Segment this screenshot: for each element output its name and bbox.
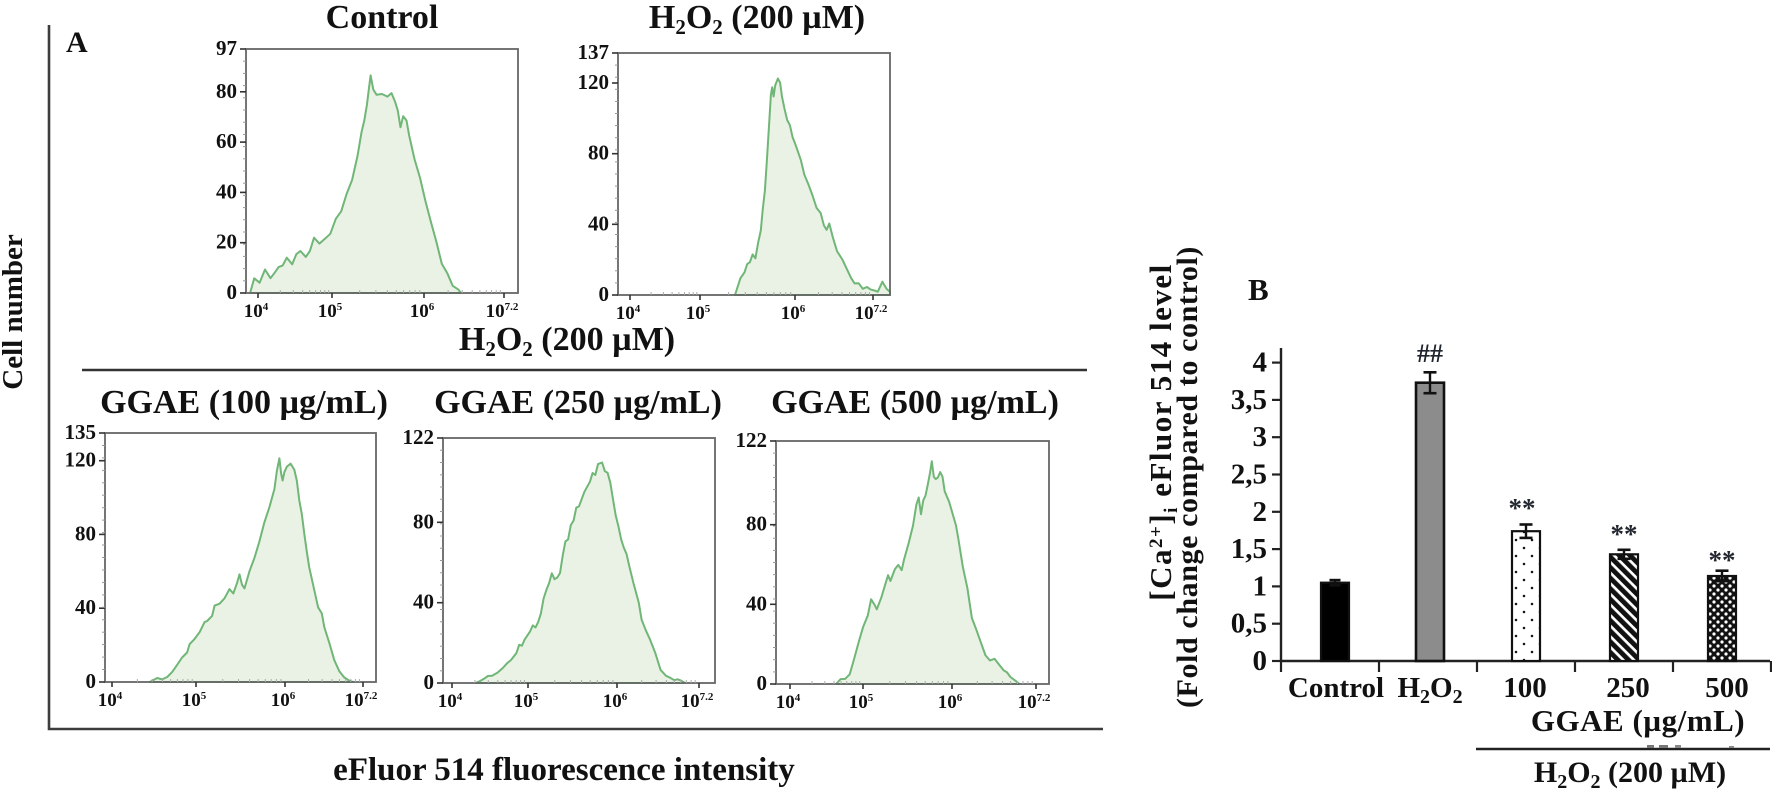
svg-text:104: 104 — [616, 303, 641, 324]
svg-text:H2O2 (200 µM): H2O2 (200 µM) — [459, 321, 675, 361]
svg-text:105: 105 — [686, 303, 711, 324]
svg-text:0: 0 — [757, 671, 768, 695]
svg-text:122: 122 — [736, 428, 768, 452]
svg-text:GGAE (500 µg/mL): GGAE (500 µg/mL) — [771, 384, 1059, 421]
svg-text:40: 40 — [413, 590, 434, 614]
svg-text:104: 104 — [776, 692, 801, 713]
svg-text:106: 106 — [271, 690, 296, 711]
svg-text:106: 106 — [603, 691, 628, 712]
svg-text:135: 135 — [65, 420, 97, 444]
svg-text:120: 120 — [65, 448, 97, 472]
svg-text:1: 1 — [1253, 570, 1268, 602]
svg-text:100: 100 — [1503, 672, 1547, 704]
svg-text:0: 0 — [599, 282, 610, 306]
svg-text:106: 106 — [410, 301, 435, 322]
svg-text:A: A — [66, 26, 88, 59]
svg-text:80: 80 — [216, 79, 237, 103]
svg-text:105: 105 — [182, 690, 207, 711]
svg-text:60: 60 — [216, 129, 237, 153]
svg-text:80: 80 — [746, 512, 767, 536]
svg-text:40: 40 — [75, 595, 96, 619]
svg-text:H2O2: H2O2 — [1397, 672, 1462, 708]
svg-text:80: 80 — [588, 141, 609, 165]
svg-text:##: ## — [1417, 339, 1443, 368]
svg-text:2,5: 2,5 — [1231, 459, 1267, 491]
svg-text:Control: Control — [1288, 672, 1384, 704]
svg-text:1,5: 1,5 — [1231, 533, 1267, 565]
svg-text:0,5: 0,5 — [1231, 608, 1267, 640]
svg-text:GGAE (250 µg/mL): GGAE (250 µg/mL) — [434, 384, 722, 421]
svg-text:H2O2 (200 µM): H2O2 (200 µM) — [1534, 756, 1726, 793]
svg-text:0: 0 — [424, 670, 435, 694]
svg-text:3,5: 3,5 — [1231, 384, 1267, 416]
svg-text:104: 104 — [98, 690, 123, 711]
svg-text:40: 40 — [746, 591, 767, 615]
svg-text:106: 106 — [938, 692, 963, 713]
svg-text:**: ** — [1509, 493, 1536, 523]
svg-text:0: 0 — [1253, 645, 1268, 677]
svg-text:105: 105 — [514, 691, 539, 712]
svg-text:120: 120 — [578, 70, 610, 94]
svg-text:**: ** — [1709, 545, 1736, 575]
svg-text:Cell number: Cell number — [0, 234, 29, 390]
svg-text:GGAE (µg/mL): GGAE (µg/mL) — [1531, 703, 1745, 738]
svg-text:40: 40 — [588, 211, 609, 235]
svg-text:B: B — [1248, 272, 1269, 307]
svg-text:250: 250 — [1606, 672, 1650, 704]
svg-text:GGAE (100 µg/mL): GGAE (100 µg/mL) — [100, 384, 388, 421]
svg-text:Control: Control — [326, 0, 439, 36]
svg-text:104: 104 — [244, 301, 269, 322]
svg-text:105: 105 — [849, 692, 874, 713]
svg-text:0: 0 — [86, 669, 97, 693]
svg-text:105: 105 — [318, 301, 343, 322]
svg-text:0: 0 — [227, 280, 238, 304]
svg-text:97: 97 — [216, 36, 237, 60]
svg-text:500: 500 — [1705, 672, 1749, 704]
svg-text:40: 40 — [216, 179, 237, 203]
svg-text:H2O2 (200 µM): H2O2 (200 µM) — [649, 0, 865, 39]
svg-text:137: 137 — [578, 40, 610, 64]
svg-text:**: ** — [1611, 519, 1638, 549]
svg-text:2: 2 — [1253, 496, 1268, 528]
svg-text:20: 20 — [216, 230, 237, 254]
svg-text:3: 3 — [1253, 421, 1268, 453]
svg-text:104: 104 — [438, 691, 463, 712]
svg-text:(Fold change compared to contr: (Fold change compared to control) — [1171, 246, 1204, 708]
svg-text:122: 122 — [403, 425, 435, 449]
svg-text:eFluor 514 fluorescence intens: eFluor 514 fluorescence intensity — [333, 752, 795, 788]
svg-text:106: 106 — [781, 303, 806, 324]
svg-text:80: 80 — [75, 521, 96, 545]
svg-text:4: 4 — [1253, 347, 1268, 379]
svg-text:[Ca2+]i eFluor 514 level: [Ca2+]i eFluor 514 level — [1143, 263, 1182, 600]
svg-text:80: 80 — [413, 509, 434, 533]
